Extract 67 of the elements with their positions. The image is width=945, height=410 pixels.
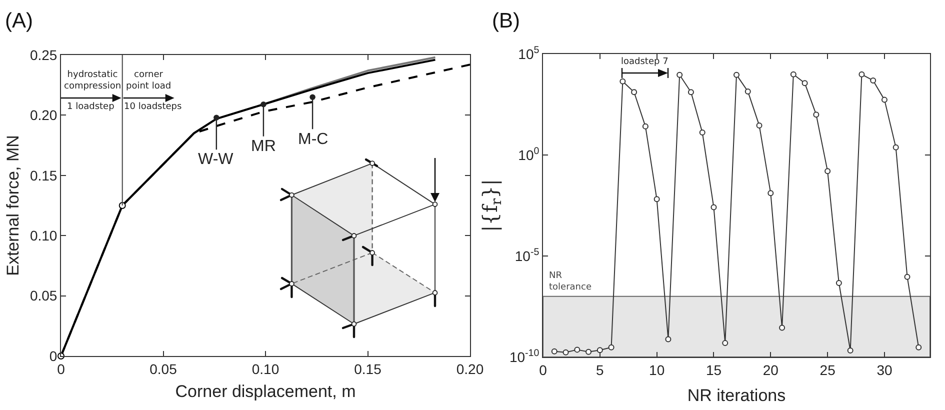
x-tick-label: 0.20 xyxy=(456,360,484,377)
annotation: loadstep 7 xyxy=(621,57,668,67)
annotation: W-W xyxy=(198,151,234,168)
x-tick-label: 25 xyxy=(820,362,836,378)
point xyxy=(892,144,899,150)
x-tick-label: 0.05 xyxy=(150,360,178,377)
point xyxy=(881,96,888,103)
point xyxy=(551,348,558,354)
point xyxy=(768,190,774,196)
point xyxy=(620,78,626,84)
point xyxy=(734,72,740,78)
point xyxy=(676,72,683,78)
y-tick-label: 0.15 xyxy=(30,167,58,184)
y-tick-label: 10$^{0}$ xyxy=(518,146,540,163)
y-tick-label: 0.10 xyxy=(30,228,58,244)
point xyxy=(847,347,854,354)
y-tick-label: 0 xyxy=(49,348,58,364)
point xyxy=(858,71,865,78)
x-tick-label: 5 xyxy=(596,362,604,378)
x-axis-title: Corner displacement, m xyxy=(175,382,356,402)
point xyxy=(813,112,820,118)
x-tick-label: 0.15 xyxy=(354,360,382,377)
point xyxy=(790,71,796,78)
point xyxy=(699,130,706,136)
annotation: 1 loadstep xyxy=(67,102,115,112)
point xyxy=(665,336,672,342)
point xyxy=(779,324,786,331)
x-tick-label: 20 xyxy=(762,362,779,378)
chart-title: (B) xyxy=(492,9,520,32)
x-tick-label: 10 xyxy=(649,362,665,378)
point xyxy=(870,77,876,84)
point xyxy=(574,346,580,353)
y-tick-label: 10$^{-10}$ xyxy=(509,348,540,365)
point xyxy=(744,88,751,94)
x-axis-title: NR iterations xyxy=(687,386,786,406)
point xyxy=(756,122,762,128)
point xyxy=(836,280,842,286)
y-tick-label: 0.05 xyxy=(30,288,58,304)
y-tick-label: 10$^{-5}$ xyxy=(514,247,540,264)
annotation: corner point load xyxy=(126,70,172,92)
x-tick-label: 0.10 xyxy=(252,360,280,377)
point xyxy=(562,349,569,356)
y-tick-label: 10$^{5}$ xyxy=(518,45,540,62)
y-axis-title: External force, MN xyxy=(4,135,22,276)
point xyxy=(904,274,910,280)
chart-title: (A) xyxy=(5,9,33,32)
x-tick-label: 15 xyxy=(706,362,722,378)
point xyxy=(824,168,831,174)
x-tick-label: 30 xyxy=(876,362,892,378)
point xyxy=(916,344,922,350)
point xyxy=(688,89,694,96)
point xyxy=(802,80,808,86)
point xyxy=(596,347,603,354)
annotation: M-C xyxy=(298,131,328,148)
annotation: MR xyxy=(251,138,276,155)
point xyxy=(631,89,638,96)
point xyxy=(710,204,717,210)
point xyxy=(722,340,728,346)
point xyxy=(642,123,648,130)
annotation: 10 loadsteps xyxy=(124,102,182,112)
y-tick-label: 0.20 xyxy=(30,107,58,124)
y-tick-label: 0.25 xyxy=(30,46,58,63)
point xyxy=(608,344,614,350)
point xyxy=(586,348,592,355)
annotation: hydrostatic compression xyxy=(64,70,122,92)
band-label: NR tolerance xyxy=(549,271,592,293)
point xyxy=(654,196,660,202)
